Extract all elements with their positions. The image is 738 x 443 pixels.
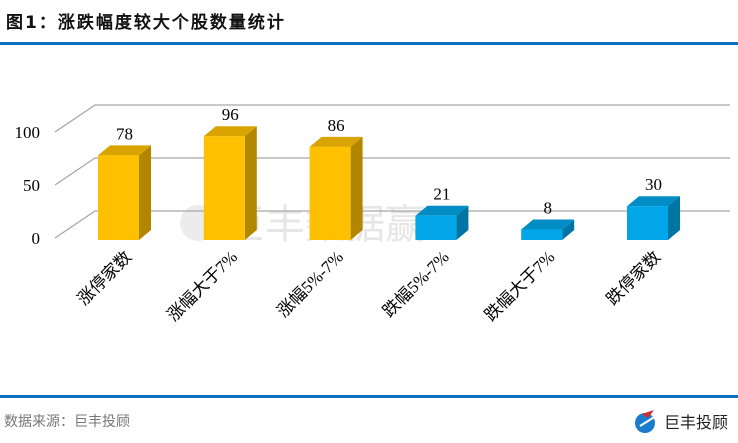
gridline — [54, 210, 730, 239]
x-tick-label: 涨停家数 — [74, 247, 136, 309]
y-tick-label: 100 — [15, 123, 41, 142]
y-tick-label: 50 — [23, 176, 40, 195]
bar — [309, 146, 351, 240]
top-rule — [0, 42, 738, 45]
data-label: 86 — [328, 116, 345, 135]
data-label: 8 — [543, 199, 552, 218]
bar — [521, 229, 563, 240]
bar — [203, 136, 245, 240]
gridline — [54, 157, 730, 186]
bar-top — [309, 136, 363, 147]
bar-top — [98, 145, 151, 156]
brand-logo-icon — [634, 410, 657, 433]
x-tick-label: 跌停家数 — [603, 247, 665, 309]
bar-side — [244, 126, 257, 240]
bar-chart: 巨丰数据赢05010078涨停家数96涨幅大于7%86涨幅5%-7%21跌幅5%… — [15, 104, 730, 325]
x-tick-label: 涨幅大于7% — [164, 247, 242, 325]
y-tick-label: 0 — [32, 229, 41, 248]
bar-side — [562, 219, 575, 240]
data-label: 30 — [645, 175, 662, 194]
bar — [415, 215, 457, 240]
source-note: 数据来源：巨丰投顾 — [4, 414, 130, 430]
data-label: 21 — [433, 185, 450, 204]
bar — [627, 206, 668, 240]
bar-top — [203, 126, 257, 137]
bottom-rule — [0, 395, 738, 398]
data-label: 78 — [116, 124, 133, 143]
figure-title: 图1：涨跌幅度较大个股数量统计 — [6, 13, 286, 33]
bar-top — [521, 219, 575, 230]
bar-side — [350, 136, 363, 240]
bar — [98, 155, 139, 240]
gridline — [54, 104, 730, 133]
bar-side — [456, 205, 469, 240]
bar-top — [627, 196, 680, 207]
brand-name: 巨丰投顾 — [663, 413, 728, 432]
x-tick-label: 跌幅大于7% — [481, 247, 559, 325]
bar-side — [139, 145, 151, 240]
brand-logo: 巨丰投顾 — [634, 408, 728, 434]
bar-side — [668, 196, 680, 240]
bar-top — [415, 205, 469, 216]
x-tick-label: 跌幅5%-7% — [379, 247, 453, 321]
data-label: 96 — [222, 105, 239, 124]
x-tick-label: 涨幅5%-7% — [273, 247, 347, 321]
